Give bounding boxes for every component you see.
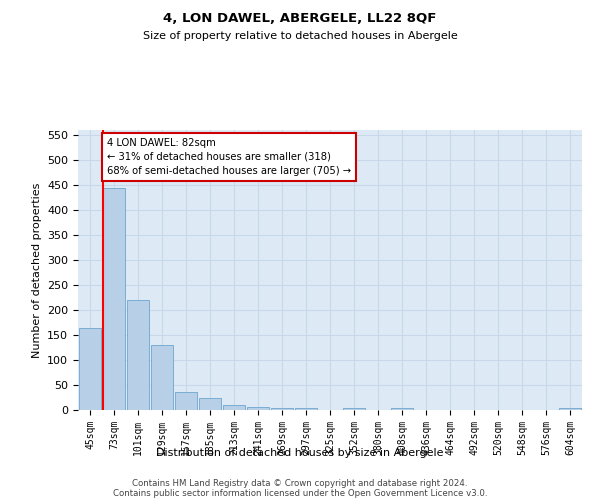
Text: Contains public sector information licensed under the Open Government Licence v3: Contains public sector information licen… (113, 488, 487, 498)
Y-axis label: Number of detached properties: Number of detached properties (32, 182, 41, 358)
Bar (103, 188, 125, 410)
Bar (199, 398, 221, 410)
Bar (343, 408, 365, 410)
Bar (127, 300, 149, 410)
Bar (295, 408, 317, 410)
Bar (79, 328, 101, 410)
Text: Size of property relative to detached houses in Abergele: Size of property relative to detached ho… (143, 31, 457, 41)
Text: Distribution of detached houses by size in Abergele: Distribution of detached houses by size … (156, 448, 444, 458)
Bar (271, 408, 293, 410)
Bar (559, 408, 581, 410)
Text: 4 LON DAWEL: 82sqm
← 31% of detached houses are smaller (318)
68% of semi-detach: 4 LON DAWEL: 82sqm ← 31% of detached hou… (107, 138, 350, 175)
Bar (391, 408, 413, 410)
Bar (151, 345, 173, 410)
Bar (247, 407, 269, 410)
Text: 4, LON DAWEL, ABERGELE, LL22 8QF: 4, LON DAWEL, ABERGELE, LL22 8QF (163, 12, 437, 26)
Bar (223, 404, 245, 410)
Text: Contains HM Land Registry data © Crown copyright and database right 2024.: Contains HM Land Registry data © Crown c… (132, 478, 468, 488)
Bar (175, 392, 197, 410)
